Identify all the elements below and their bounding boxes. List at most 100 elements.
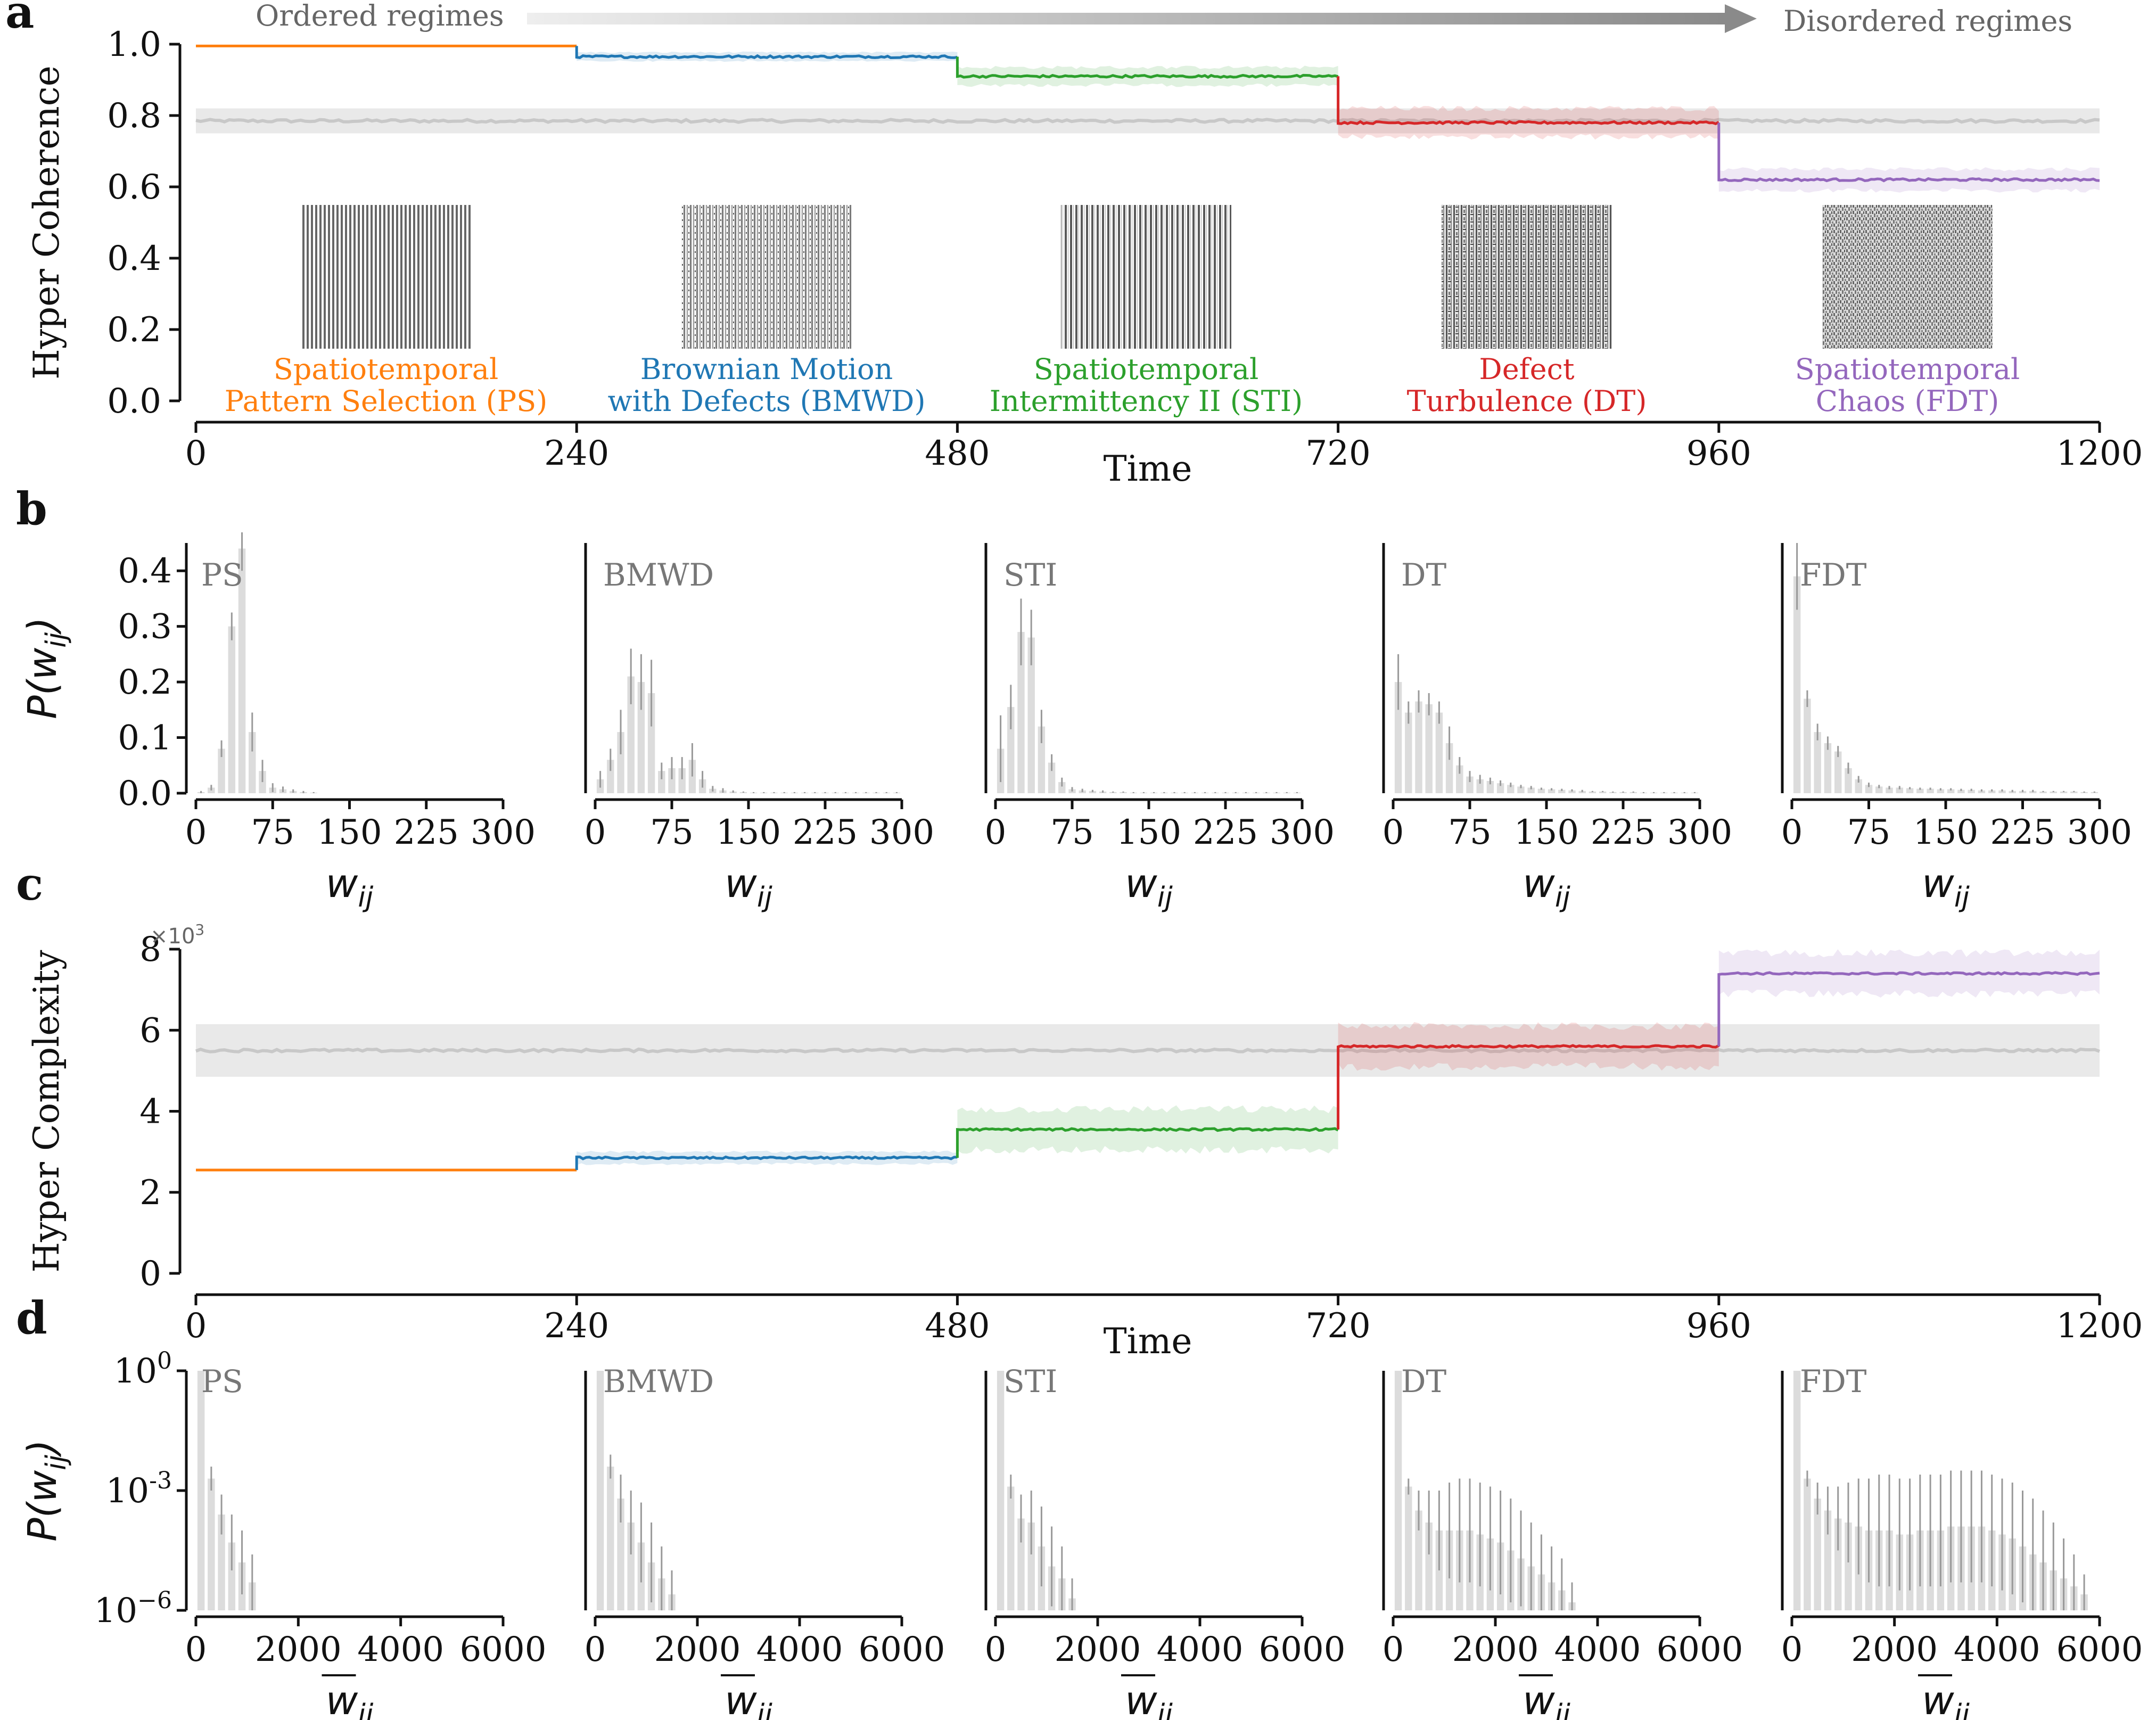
y-axis-title: Hyper Complexity (26, 950, 67, 1273)
bar (617, 1499, 624, 1610)
x-axis-title: wij (326, 1678, 374, 1720)
series-fdt (1717, 122, 2100, 183)
x-tick-label: 0 (1781, 1630, 1803, 1669)
panel-letter-b: b (16, 482, 47, 535)
x-axis-title-main: w (326, 1678, 358, 1720)
bar (1568, 790, 1576, 793)
y-axis-title-main: P(w (20, 1470, 65, 1541)
hyper-coherence-chart: 0 240 480 720 960 1200 0.0 0.2 0.4 0.6 0.8 1.0 Time H… (26, 25, 2143, 489)
x-tick-label: 6000 (859, 1630, 945, 1669)
x-axis-title-sub: ij (1954, 1699, 1970, 1720)
y-tick-label: 0.0 (107, 382, 161, 421)
y-tick-label: 10−6 (94, 1587, 172, 1631)
x-tick-label: 225 (1990, 813, 2055, 852)
subplot-tag-dt: DT (1401, 1363, 1447, 1400)
x-tick-label: 480 (925, 1306, 990, 1346)
bar (607, 760, 614, 793)
x-axis-title-main: w (725, 861, 757, 907)
y-tick-label: 0.2 (118, 663, 172, 702)
x-tick-label: 225 (1193, 813, 1258, 852)
regime-ps-line2: Pattern Selection (PS) (225, 384, 548, 418)
panel-letter-d: d (16, 1291, 47, 1344)
x-tick-label: 240 (544, 434, 609, 473)
x-tick-label: 2000 (255, 1630, 342, 1669)
bar (1415, 701, 1422, 793)
x-axis-title-main: w (1523, 861, 1555, 907)
x-tick-label: 4000 (1554, 1630, 1641, 1669)
bar (1589, 791, 1597, 793)
snapshot-fdt (1822, 205, 1993, 349)
x-axis-title: wij (326, 861, 374, 914)
bar (1824, 743, 1832, 793)
bar (1865, 785, 1873, 793)
complexity-scale-exp: 3 (195, 921, 204, 939)
x-axis-title-sub: ij (358, 882, 373, 914)
complexity-scale-base: ×10 (150, 924, 195, 949)
series-sti (956, 1127, 1339, 1158)
bar (1507, 785, 1515, 793)
regime-sti-line2: Intermittency II (STI) (990, 384, 1303, 418)
x-tick-label: 75 (1847, 813, 1890, 852)
x-axis-title-main: w (1523, 1678, 1555, 1720)
regime-fdt-line2: Chaos (FDT) (1816, 384, 1999, 418)
bar (1537, 788, 1545, 793)
subplot-fdt: 0 2000 4000 6000 FDT wij (1781, 1363, 2143, 1720)
x-tick-label: 0 (185, 813, 207, 852)
y-tick-label: 6 (139, 1011, 161, 1050)
bar (596, 1371, 604, 1610)
x-tick-label: 1200 (2056, 434, 2143, 473)
bar (1405, 1486, 1412, 1610)
series-sti (956, 56, 1339, 79)
x-axis-title: wij (1125, 861, 1173, 914)
x-tick-label: 0 (1383, 1630, 1404, 1669)
regime-dt-line1: Defect (1479, 352, 1574, 386)
x-tick-label: 480 (925, 434, 990, 473)
x-axis-title: wij (1922, 861, 1970, 914)
x-axis-title: wij (1125, 1678, 1173, 1720)
panel-letter-a: a (5, 0, 34, 38)
x-tick-label: 960 (1686, 1306, 1751, 1346)
regime-bmwd-line2: with Defects (BMWD) (607, 384, 925, 418)
y-tick-label: 1.0 (107, 25, 161, 64)
bar (1476, 779, 1484, 793)
regime-arrow: Ordered regimes Disordered regimes (256, 0, 2072, 38)
x-tick-label: 0 (185, 434, 207, 473)
bar (1804, 698, 1811, 793)
bar (627, 676, 635, 793)
bar (1814, 1499, 1821, 1610)
subplot-tag-ps: PS (201, 557, 243, 593)
x-tick-label: 1200 (2056, 1306, 2143, 1346)
bar (1824, 1510, 1832, 1610)
x-tick-label: 0 (585, 1630, 606, 1669)
bar (1599, 791, 1607, 793)
subplot-tag-bmwd: BMWD (603, 1363, 714, 1400)
x-axis-title-main: w (725, 1678, 757, 1720)
x-tick-label: 720 (1306, 434, 1371, 473)
y-axis-title-main: P(w (20, 647, 65, 719)
bar (647, 693, 655, 793)
bar (2070, 791, 2078, 793)
y-tick-label: 10-3 (106, 1467, 172, 1511)
x-tick-label: 4000 (756, 1630, 843, 1669)
x-tick-label: 6000 (460, 1630, 547, 1669)
subplot-tag-fdt: FDT (1800, 1363, 1867, 1400)
series-fdt (1717, 971, 2100, 1047)
bar (1845, 1523, 1852, 1610)
subplot-tag-fdt: FDT (1800, 557, 1867, 593)
complexity-scale-label: ×103 (150, 921, 204, 949)
bar (1445, 743, 1453, 793)
subplot-bmwd: 0 2000 4000 6000 BMWD wij (584, 1363, 945, 1720)
bar (617, 732, 624, 793)
bar (218, 1515, 225, 1610)
bar (997, 1371, 1005, 1610)
bar (1968, 789, 1975, 793)
bar (1855, 779, 1862, 793)
snapshot-bmwd (681, 205, 852, 349)
bar (1834, 751, 1842, 793)
hyper-complexity-chart: 0 240 480 720 960 1200 0 2 4 6 8 Time Hyper Complexi… (26, 930, 2143, 1362)
bar (1486, 781, 1494, 793)
